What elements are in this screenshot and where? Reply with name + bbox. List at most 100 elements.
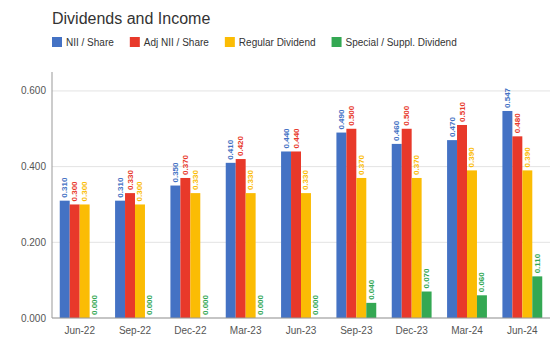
data-label: 0.300 xyxy=(80,181,89,202)
data-label: 0.000 xyxy=(145,294,154,315)
y-tick-label: 0.400 xyxy=(21,161,46,172)
data-label: 0.390 xyxy=(523,147,532,168)
legend-label: Regular Dividend xyxy=(239,37,316,48)
bar xyxy=(402,129,412,318)
data-label: 0.420 xyxy=(236,135,245,156)
bar xyxy=(346,129,356,318)
bar xyxy=(301,193,311,318)
x-tick-label: Jun-23 xyxy=(286,325,317,336)
bar xyxy=(135,204,145,318)
x-axis-line xyxy=(52,318,550,319)
data-label: 0.110 xyxy=(533,253,542,273)
bar xyxy=(502,111,512,318)
data-label: 0.500 xyxy=(347,105,356,126)
data-label: 0.060 xyxy=(477,272,486,293)
data-label: 0.410 xyxy=(226,139,235,160)
bar xyxy=(70,204,80,318)
bars xyxy=(60,111,543,318)
data-label: 0.070 xyxy=(422,268,431,289)
data-label: 0.000 xyxy=(201,294,210,315)
x-tick-label: Sep-23 xyxy=(340,325,373,336)
data-label: 0.470 xyxy=(448,117,457,138)
chart-svg: Dividends and IncomeNII / ShareAdj NII /… xyxy=(0,0,560,348)
bar xyxy=(532,276,542,318)
bar xyxy=(60,201,70,318)
bar xyxy=(412,178,422,318)
data-label: 0.370 xyxy=(412,154,421,175)
x-tick-label: Dec-23 xyxy=(396,325,429,336)
data-label: 0.480 xyxy=(513,113,522,134)
data-label: 0.040 xyxy=(367,279,376,300)
data-label: 0.490 xyxy=(337,109,346,130)
data-label: 0.547 xyxy=(503,87,512,108)
data-label: 0.310 xyxy=(116,177,125,198)
x-tick-label: Sep-22 xyxy=(119,325,152,336)
data-label: 0.440 xyxy=(292,128,301,149)
data-label: 0.370 xyxy=(181,154,190,175)
x-tick-label: Mar-23 xyxy=(230,325,262,336)
legend-swatch xyxy=(225,37,235,47)
data-labels: 0.310 0.310 0.350 0.410 0.440 0.490 0.460 0.470… xyxy=(60,87,542,315)
data-label: 0.370 xyxy=(357,154,366,175)
y-axis: 0.000 0.200 0.400 0.600 xyxy=(21,72,52,324)
data-label: 0.330 xyxy=(246,170,255,191)
data-label: 0.330 xyxy=(126,170,135,191)
legend-swatch xyxy=(332,37,342,47)
data-label: 0.440 xyxy=(282,128,291,149)
y-tick-label: 0.200 xyxy=(21,237,46,248)
legend-label: Adj NII / Share xyxy=(144,37,209,48)
legend-item: Adj NII / Share xyxy=(130,37,209,48)
bar xyxy=(246,193,256,318)
data-label: 0.000 xyxy=(90,294,99,315)
bar xyxy=(457,125,467,318)
legend-item: Special / Suppl. Dividend xyxy=(332,37,457,48)
bar xyxy=(422,292,432,318)
data-label: 0.330 xyxy=(191,170,200,191)
data-label: 0.300 xyxy=(70,181,79,202)
bar xyxy=(170,186,180,318)
data-label: 0.300 xyxy=(135,181,144,202)
bar xyxy=(467,170,477,318)
bar xyxy=(366,303,376,318)
chart-container: Dividends and IncomeNII / ShareAdj NII /… xyxy=(0,0,560,348)
legend-label: Special / Suppl. Dividend xyxy=(346,37,457,48)
x-axis: Jun-22 Sep-22 Dec-22 Mar-23 Jun-23 Sep-23 Dec-… xyxy=(52,318,550,336)
data-label: 0.390 xyxy=(467,147,476,168)
grid xyxy=(52,91,550,318)
data-label: 0.350 xyxy=(171,162,180,183)
bar xyxy=(236,159,246,318)
y-tick-label: 0.000 xyxy=(21,313,46,324)
bar xyxy=(80,204,90,318)
data-label: 0.000 xyxy=(256,294,265,315)
bar xyxy=(226,163,236,318)
legend-swatch xyxy=(52,37,62,47)
bar xyxy=(125,193,135,318)
data-label: 0.460 xyxy=(392,120,401,141)
bar xyxy=(115,201,125,318)
bar xyxy=(356,178,366,318)
bar xyxy=(180,178,190,318)
bar xyxy=(336,133,346,318)
data-label: 0.000 xyxy=(311,294,320,315)
title: Dividends and Income xyxy=(52,10,210,27)
bar xyxy=(477,295,487,318)
bar xyxy=(522,170,532,318)
x-tick-label: Jun-24 xyxy=(507,325,538,336)
y-axis-line xyxy=(52,72,53,318)
data-label: 0.330 xyxy=(301,170,310,191)
bar xyxy=(447,140,457,318)
x-tick-label: Mar-24 xyxy=(451,325,483,336)
bar xyxy=(190,193,200,318)
bar xyxy=(512,136,522,318)
x-tick-label: Dec-22 xyxy=(174,325,207,336)
data-label: 0.310 xyxy=(60,177,69,198)
bar xyxy=(281,151,291,318)
data-label: 0.500 xyxy=(402,105,411,126)
legend-swatch xyxy=(130,37,140,47)
bar xyxy=(392,144,402,318)
data-label: 0.510 xyxy=(458,101,467,122)
grid-line xyxy=(52,318,550,319)
y-tick-label: 0.600 xyxy=(21,85,46,96)
grid-line xyxy=(52,90,550,91)
x-tick-label: Jun-22 xyxy=(64,325,95,336)
